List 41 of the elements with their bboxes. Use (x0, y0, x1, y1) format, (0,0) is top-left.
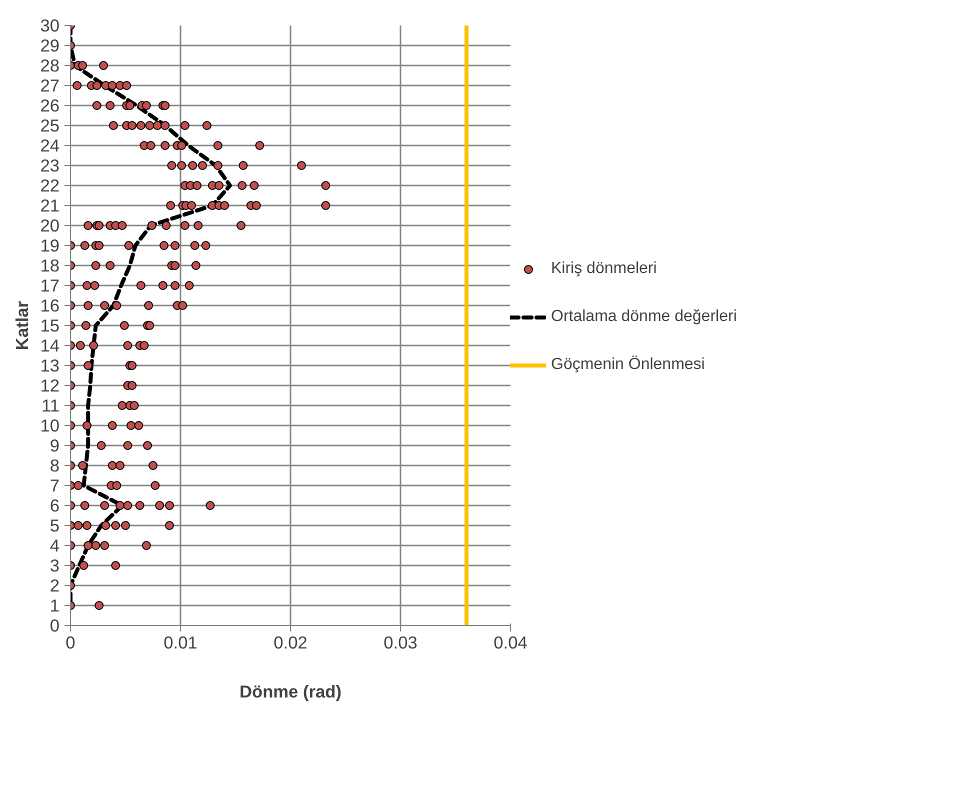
y-axis-title: Katlar (12, 300, 32, 350)
y-tick-label: 20 (40, 216, 60, 236)
y-tick-label: 12 (40, 376, 60, 396)
x-tick-label: 0 (66, 632, 76, 652)
y-tick-label: 27 (40, 76, 60, 96)
y-tick-label: 8 (50, 456, 60, 476)
y-tick-label: 18 (40, 256, 60, 276)
y-tick-label: 15 (40, 316, 60, 336)
y-tick-label: 3 (50, 556, 60, 576)
y-tick-label: 21 (40, 196, 60, 216)
y-tick-label: 9 (50, 436, 60, 456)
y-tick-label: 2 (50, 576, 60, 596)
y-tick-label: 26 (40, 96, 60, 116)
y-tick-label: 7 (50, 476, 60, 496)
x-tick-label: 0.04 (494, 632, 528, 652)
y-tick-label: 14 (40, 336, 60, 356)
legend-label: Göçmenin Önlenmesi (551, 356, 705, 374)
legend-label: Kiriş dönmeleri (551, 260, 657, 278)
x-tick-label: 0.01 (164, 632, 198, 652)
y-tick-label: 22 (40, 176, 60, 196)
legend-label: Ortalama dönme değerleri (551, 308, 737, 326)
x-axis-title: Dönme (rad) (239, 682, 342, 702)
y-tick-label: 6 (50, 496, 60, 516)
y-tick-label: 0 (50, 616, 60, 636)
y-tick-label: 28 (40, 56, 60, 76)
y-tick-label: 29 (40, 36, 60, 56)
y-tick-label: 1 (50, 596, 60, 616)
y-tick-label: 11 (42, 396, 60, 416)
y-tick-label: 13 (40, 356, 60, 376)
y-tick-label: 5 (50, 516, 60, 536)
y-tick-label: 4 (50, 536, 60, 556)
y-tick-label: 19 (40, 236, 60, 256)
x-tick-label: 0.03 (384, 632, 418, 652)
y-tick-label: 30 (40, 16, 60, 36)
y-tick-label: 10 (40, 416, 60, 436)
y-tick-label: 17 (40, 276, 60, 296)
y-tick-label: 23 (40, 156, 60, 176)
x-tick-label: 0.02 (274, 632, 308, 652)
y-tick-label: 16 (40, 296, 60, 316)
y-tick-label: 25 (40, 116, 60, 136)
y-tick-label: 24 (40, 136, 60, 156)
